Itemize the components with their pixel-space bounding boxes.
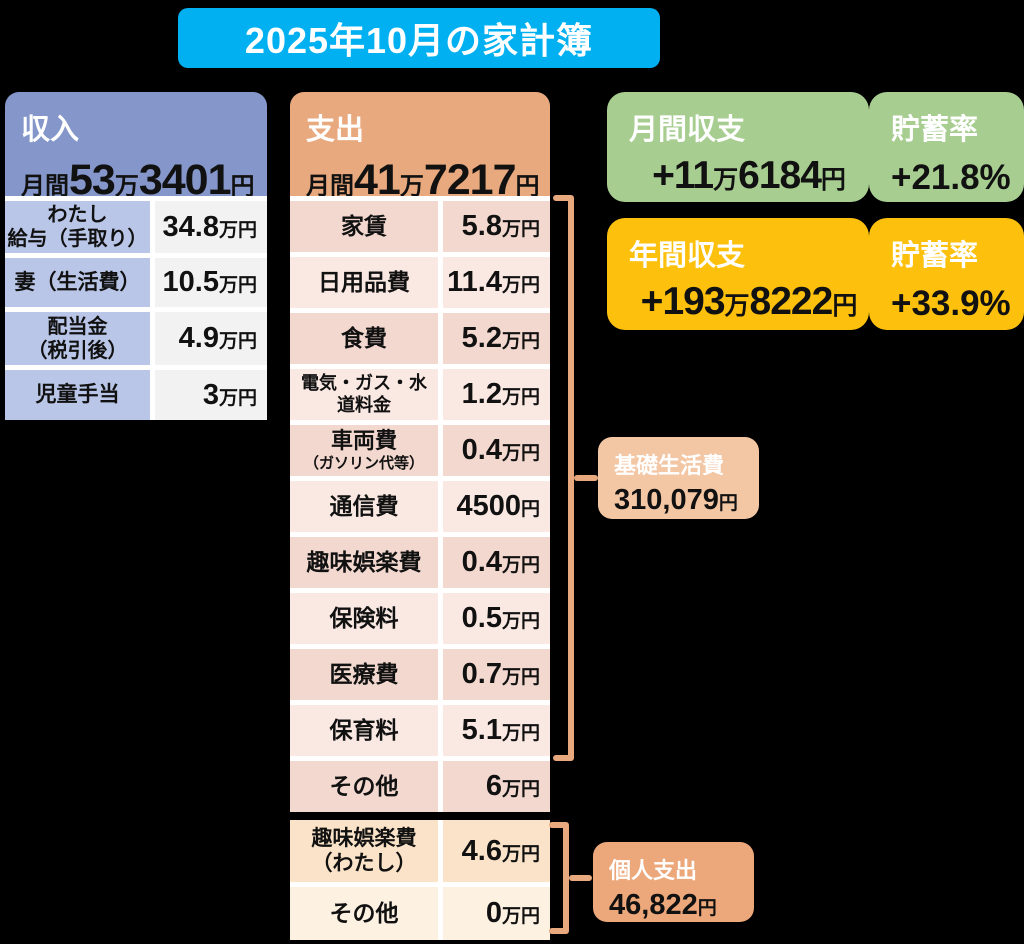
- table-row: 通信費 4500 円: [290, 481, 550, 532]
- expense-row-value: 0.5 万円: [443, 593, 550, 644]
- expense-header: 支出 月間 41 万 7217 円: [290, 92, 550, 204]
- expense-row-label: 医療費: [290, 649, 438, 700]
- monthly-savings-rate-value: +21.8%: [891, 158, 1011, 197]
- monthly-balance-value: +11 万 6184 円: [652, 154, 846, 197]
- income-row-value: 4.9 万円: [155, 312, 267, 365]
- table-row: 車両費 （ガソリン代等） 0.4 万円: [290, 425, 550, 476]
- personal-bracket-bottom-arm: [549, 928, 568, 934]
- personal-row-label: 趣味娯楽費 （わたし）: [290, 820, 438, 882]
- table-row: 日用品費 11.4 万円: [290, 257, 550, 308]
- income-row-value: 34.8 万円: [155, 201, 267, 253]
- table-row: 保険料 0.5 万円: [290, 593, 550, 644]
- annual-savings-rate-box: 貯蓄率 +33.9%: [869, 218, 1024, 330]
- table-row: その他 0 万円: [290, 887, 550, 940]
- monthly-savings-rate-label: 貯蓄率: [891, 114, 979, 146]
- expense-row-value: 5.2 万円: [443, 313, 550, 364]
- income-panel: 収入 月間 53 万 3401 円 わたし 給与（手取り） 34.8 万円 妻（生活費） 1…: [5, 92, 267, 420]
- expense-row-value: 0.4 万円: [443, 425, 550, 476]
- basic-living-value: 310,079 円: [614, 484, 738, 516]
- income-row-label: 児童手当: [5, 370, 150, 420]
- table-row: 妻（生活費） 10.5 万円: [5, 258, 267, 307]
- expense-table: 家賃 5.8 万円 日用品費 11.4 万円 食費 5.2 万円 電気・ガス・水 道料金…: [290, 196, 550, 812]
- income-title: 収入: [21, 114, 80, 146]
- personal-bracket-top-arm: [549, 822, 568, 828]
- personal-bracket-tick: [569, 875, 592, 881]
- personal-row-label: その他: [290, 887, 438, 940]
- personal-row-value: 4.6 万円: [443, 820, 550, 882]
- income-row-value: 3 万円: [155, 370, 267, 420]
- basic-living-label: 基礎生活費: [614, 453, 725, 478]
- annual-balance-box: 年間収支 +193 万 8222 円: [607, 218, 869, 330]
- expense-row-label: 日用品費: [290, 257, 438, 308]
- table-row: 趣味娯楽費 （わたし） 4.6 万円: [290, 820, 550, 882]
- expense-row-label: 保険料: [290, 593, 438, 644]
- basic-living-bracket-bottom-arm: [553, 755, 573, 761]
- expense-row-value: 5.1 万円: [443, 705, 550, 756]
- monthly-balance-box: 月間収支 +11 万 6184 円: [607, 92, 869, 202]
- expense-row-label: 通信費: [290, 481, 438, 532]
- expense-row-label: 保育料: [290, 705, 438, 756]
- personal-spending-value: 46,822 円: [609, 889, 717, 921]
- income-row-value: 10.5 万円: [155, 258, 267, 307]
- personal-spending-callout: 個人支出 46,822 円: [593, 842, 754, 922]
- expense-row-label: 食費: [290, 313, 438, 364]
- expense-row-label: その他: [290, 761, 438, 812]
- expense-row-label: 車両費 （ガソリン代等）: [290, 425, 438, 476]
- income-row-label: わたし 給与（手取り）: [5, 201, 150, 253]
- annual-savings-rate-value: +33.9%: [891, 284, 1011, 323]
- expense-row-label: 電気・ガス・水 道料金: [290, 369, 438, 420]
- expense-row-value: 4500 円: [443, 481, 550, 532]
- table-row: 児童手当 3 万円: [5, 370, 267, 420]
- expense-row-label: 趣味娯楽費: [290, 537, 438, 588]
- expense-row-value: 6 万円: [443, 761, 550, 812]
- table-row: 家賃 5.8 万円: [290, 201, 550, 252]
- income-header: 収入 月間 53 万 3401 円: [5, 92, 267, 204]
- annual-balance-label: 年間収支: [629, 240, 746, 272]
- table-row: 配当金 （税引後） 4.9 万円: [5, 312, 267, 365]
- page-title: 2025年10月の家計簿: [178, 8, 660, 68]
- monthly-savings-rate-box: 貯蓄率 +21.8%: [869, 92, 1024, 202]
- table-row: わたし 給与（手取り） 34.8 万円: [5, 201, 267, 253]
- basic-living-bracket-top-arm: [553, 195, 573, 201]
- expense-row-value: 0.7 万円: [443, 649, 550, 700]
- table-row: 食費 5.2 万円: [290, 313, 550, 364]
- income-row-label: 配当金 （税引後）: [5, 312, 150, 365]
- income-row-label: 妻（生活費）: [5, 258, 150, 307]
- basic-living-callout: 基礎生活費 310,079 円: [598, 437, 759, 519]
- personal-bracket: [563, 822, 569, 934]
- expense-row-value: 11.4 万円: [443, 257, 550, 308]
- personal-spending-label: 個人支出: [609, 858, 698, 883]
- expense-row-label: 家賃: [290, 201, 438, 252]
- expense-row-value: 1.2 万円: [443, 369, 550, 420]
- personal-row-value: 0 万円: [443, 887, 550, 940]
- expense-row-value: 0.4 万円: [443, 537, 550, 588]
- table-row: 保育料 5.1 万円: [290, 705, 550, 756]
- annual-balance-value: +193 万 8222 円: [640, 280, 858, 323]
- table-row: 電気・ガス・水 道料金 1.2 万円: [290, 369, 550, 420]
- expense-title: 支出: [306, 114, 365, 146]
- basic-living-bracket-tick: [574, 475, 598, 481]
- income-table: わたし 給与（手取り） 34.8 万円 妻（生活費） 10.5 万円 配当金 （税引後）…: [5, 196, 267, 420]
- table-row: 趣味娯楽費 0.4 万円: [290, 537, 550, 588]
- annual-savings-rate-label: 貯蓄率: [891, 240, 979, 272]
- expense-row-value: 5.8 万円: [443, 201, 550, 252]
- monthly-balance-label: 月間収支: [629, 114, 746, 146]
- table-row: その他 6 万円: [290, 761, 550, 812]
- personal-expense-table: 趣味娯楽費 （わたし） 4.6 万円 その他 0 万円: [290, 820, 550, 940]
- expense-panel: 支出 月間 41 万 7217 円 家賃 5.8 万円 日用品費 11.4 万円 食費 5.…: [290, 92, 550, 812]
- table-row: 医療費 0.7 万円: [290, 649, 550, 700]
- basic-living-bracket: [568, 195, 574, 761]
